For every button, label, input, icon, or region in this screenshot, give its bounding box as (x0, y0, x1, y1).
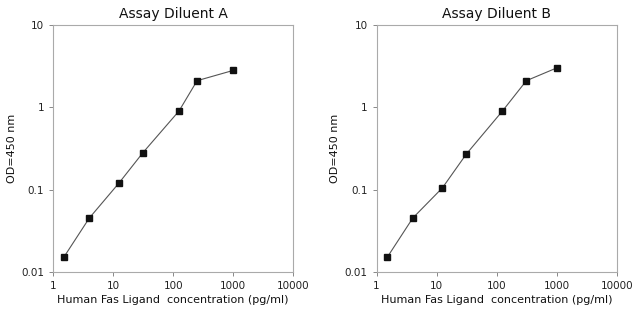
X-axis label: Human Fas Ligand  concentration (pg/ml): Human Fas Ligand concentration (pg/ml) (381, 295, 612, 305)
Title: Assay Diluent A: Assay Diluent A (119, 7, 228, 21)
Y-axis label: OD=450 nm: OD=450 nm (7, 114, 17, 183)
Y-axis label: OD=450 nm: OD=450 nm (330, 114, 340, 183)
X-axis label: Human Fas Ligand  concentration (pg/ml): Human Fas Ligand concentration (pg/ml) (58, 295, 289, 305)
Title: Assay Diluent B: Assay Diluent B (442, 7, 551, 21)
